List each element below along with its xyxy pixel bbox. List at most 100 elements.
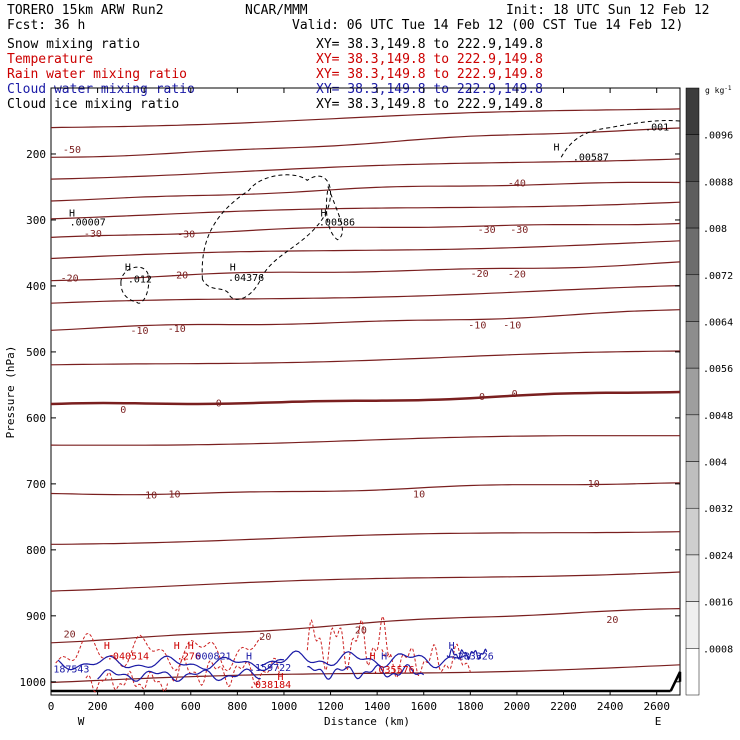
- init-time: Init: 18 UTC Sun 12 Feb 12: [506, 3, 710, 18]
- legend-label: Cloud ice mixing ratio: [7, 97, 179, 112]
- field-value-label: .012: [128, 274, 152, 285]
- rain-water-contour: [55, 632, 262, 672]
- x-tick-label: 1000: [271, 700, 298, 713]
- isotherm-label: 20: [606, 615, 618, 626]
- colorbar-tick-label: .0072: [703, 271, 733, 282]
- colorbar-segment: [685, 274, 700, 322]
- colorbar-tick-label: .0048: [703, 411, 733, 422]
- maximum-marker: H: [125, 262, 131, 273]
- org-label: NCAR/MMM: [245, 3, 308, 18]
- maximum-marker: H: [188, 641, 194, 652]
- isotherm-line: [50, 285, 681, 304]
- isotherm-line: [50, 158, 681, 180]
- isotherm-label: 0: [120, 405, 126, 416]
- mixing-ratio-contours: [55, 120, 681, 693]
- y-tick-label: 300: [26, 214, 46, 227]
- isotherm-label: -20: [471, 269, 489, 280]
- colorbar-tick-label: .0016: [703, 598, 733, 609]
- colorbar-tick-label: .008: [703, 224, 727, 235]
- field-labels: .001 .00587 .00007 .00586 .012 .04376 .040514.…: [53, 123, 669, 692]
- terrain: [51, 671, 682, 693]
- legend-xy: XY= 38.3,149.8 to 222.9,149.8: [316, 82, 543, 97]
- isotherm-label: -30: [478, 225, 496, 236]
- maximum-marker: H: [277, 672, 283, 683]
- isotherm-label: 10: [168, 489, 180, 500]
- field-value-label: .038184: [249, 680, 291, 691]
- field-value-label: .04376: [228, 273, 264, 284]
- maximum-marker: H: [321, 208, 327, 219]
- colorbar-segment: [685, 87, 700, 135]
- legend-xy: XY= 38.3,149.8 to 222.9,149.8: [316, 37, 543, 52]
- isotherm-line: [50, 108, 681, 129]
- isotherm-label: 10: [145, 491, 157, 502]
- isotherm-label: -20: [61, 274, 79, 285]
- y-tick-label: 200: [26, 148, 46, 161]
- x-tick-label: 1400: [364, 700, 391, 713]
- isotherm-line: [50, 127, 681, 158]
- x-axis-title: Distance (km): [324, 715, 410, 728]
- cloud-water-contour: [57, 655, 285, 671]
- plot-area: -50 -40 -30 -30 -30 -30 -20 -20 -20 -20 -10 -10 -10 -…: [50, 87, 682, 696]
- rain-water-contour: [381, 643, 471, 679]
- isotherm-line: [50, 482, 681, 496]
- forecast-hour: Fcst: 36 h: [7, 18, 85, 33]
- field-value-label: .00587: [573, 152, 609, 163]
- isotherm-label: -20: [170, 270, 188, 281]
- colorbar-tick-label: .0096: [703, 131, 733, 142]
- cloud-ice-contour: [560, 120, 681, 158]
- isotherm-label: 20: [355, 625, 367, 636]
- isotherm-label: -10: [468, 321, 486, 332]
- colorbar-segment: [685, 648, 700, 696]
- y-tick-label: 900: [26, 610, 46, 623]
- isotherm-label: 20: [259, 632, 271, 643]
- rain-water-contour: [306, 614, 392, 672]
- isotherm-line: [50, 240, 681, 260]
- isotherm-label: -40: [508, 179, 526, 190]
- isotherm-line: [50, 664, 681, 684]
- colorbar-tick-label: .004: [703, 458, 727, 469]
- isotherm-label: -10: [130, 326, 148, 337]
- x-tick-label: 1800: [457, 700, 484, 713]
- isotherm-line: [50, 181, 681, 202]
- isotherm-label: -10: [168, 324, 186, 335]
- colorbar-segment: [685, 461, 700, 509]
- colorbar-segment: [685, 414, 700, 462]
- field-value-label: .276: [177, 652, 201, 663]
- y-tick-label: 400: [26, 280, 46, 293]
- isotherm-label: 10: [413, 489, 425, 500]
- temperature-contours: [50, 108, 681, 684]
- colorbar: .0096 .0088 .008 .0072 .0064 .0056 .0048 .004 .0…: [685, 87, 733, 696]
- west-label: W: [78, 715, 85, 728]
- cloud-water-contour: [307, 663, 425, 680]
- model-title: TORERO 15km ARW Run2: [7, 3, 164, 18]
- colorbar-segment: [685, 134, 700, 182]
- y-tick-label: 500: [26, 346, 46, 359]
- colorbar-tick-label: .0056: [703, 364, 733, 375]
- field-value-label: .040514: [107, 652, 149, 663]
- x-axis: 0 200 400 600 800 1000 1200 1400 1600 1800 2000 220…: [48, 88, 670, 713]
- terrain-peak: [669, 671, 682, 692]
- isotherm-label: 10: [588, 479, 600, 490]
- x-tick-label: 200: [88, 700, 108, 713]
- isotherm-line: [50, 201, 681, 220]
- isotherm-line: [50, 435, 680, 446]
- legend-label: Temperature: [7, 52, 93, 67]
- legend-label: Rain water mixing ratio: [7, 67, 187, 82]
- maximum-marker: H: [554, 142, 560, 153]
- colorbar-unit-exp: -1: [724, 85, 732, 92]
- cloud-water-contour: [260, 650, 467, 669]
- field-value-label: .159722: [249, 663, 291, 674]
- cloud-ice-contour: [325, 185, 343, 241]
- maximum-marker: H: [69, 208, 75, 219]
- temperature-labels: -50 -40 -30 -30 -30 -30 -20 -20 -20 -20 -10 -10 -10 -…: [61, 145, 619, 643]
- colorbar-segment: [685, 321, 700, 369]
- cloud-water-contour: [446, 648, 488, 661]
- maximum-marker: H: [246, 652, 252, 663]
- isotherm-line: [50, 222, 681, 238]
- isotherm-line: [50, 390, 681, 406]
- field-value-label: .00007: [70, 218, 106, 229]
- colorbar-tick-label: .0032: [703, 504, 733, 515]
- field-value-label: 187543: [53, 664, 89, 675]
- isotherm-label: 0: [479, 392, 485, 403]
